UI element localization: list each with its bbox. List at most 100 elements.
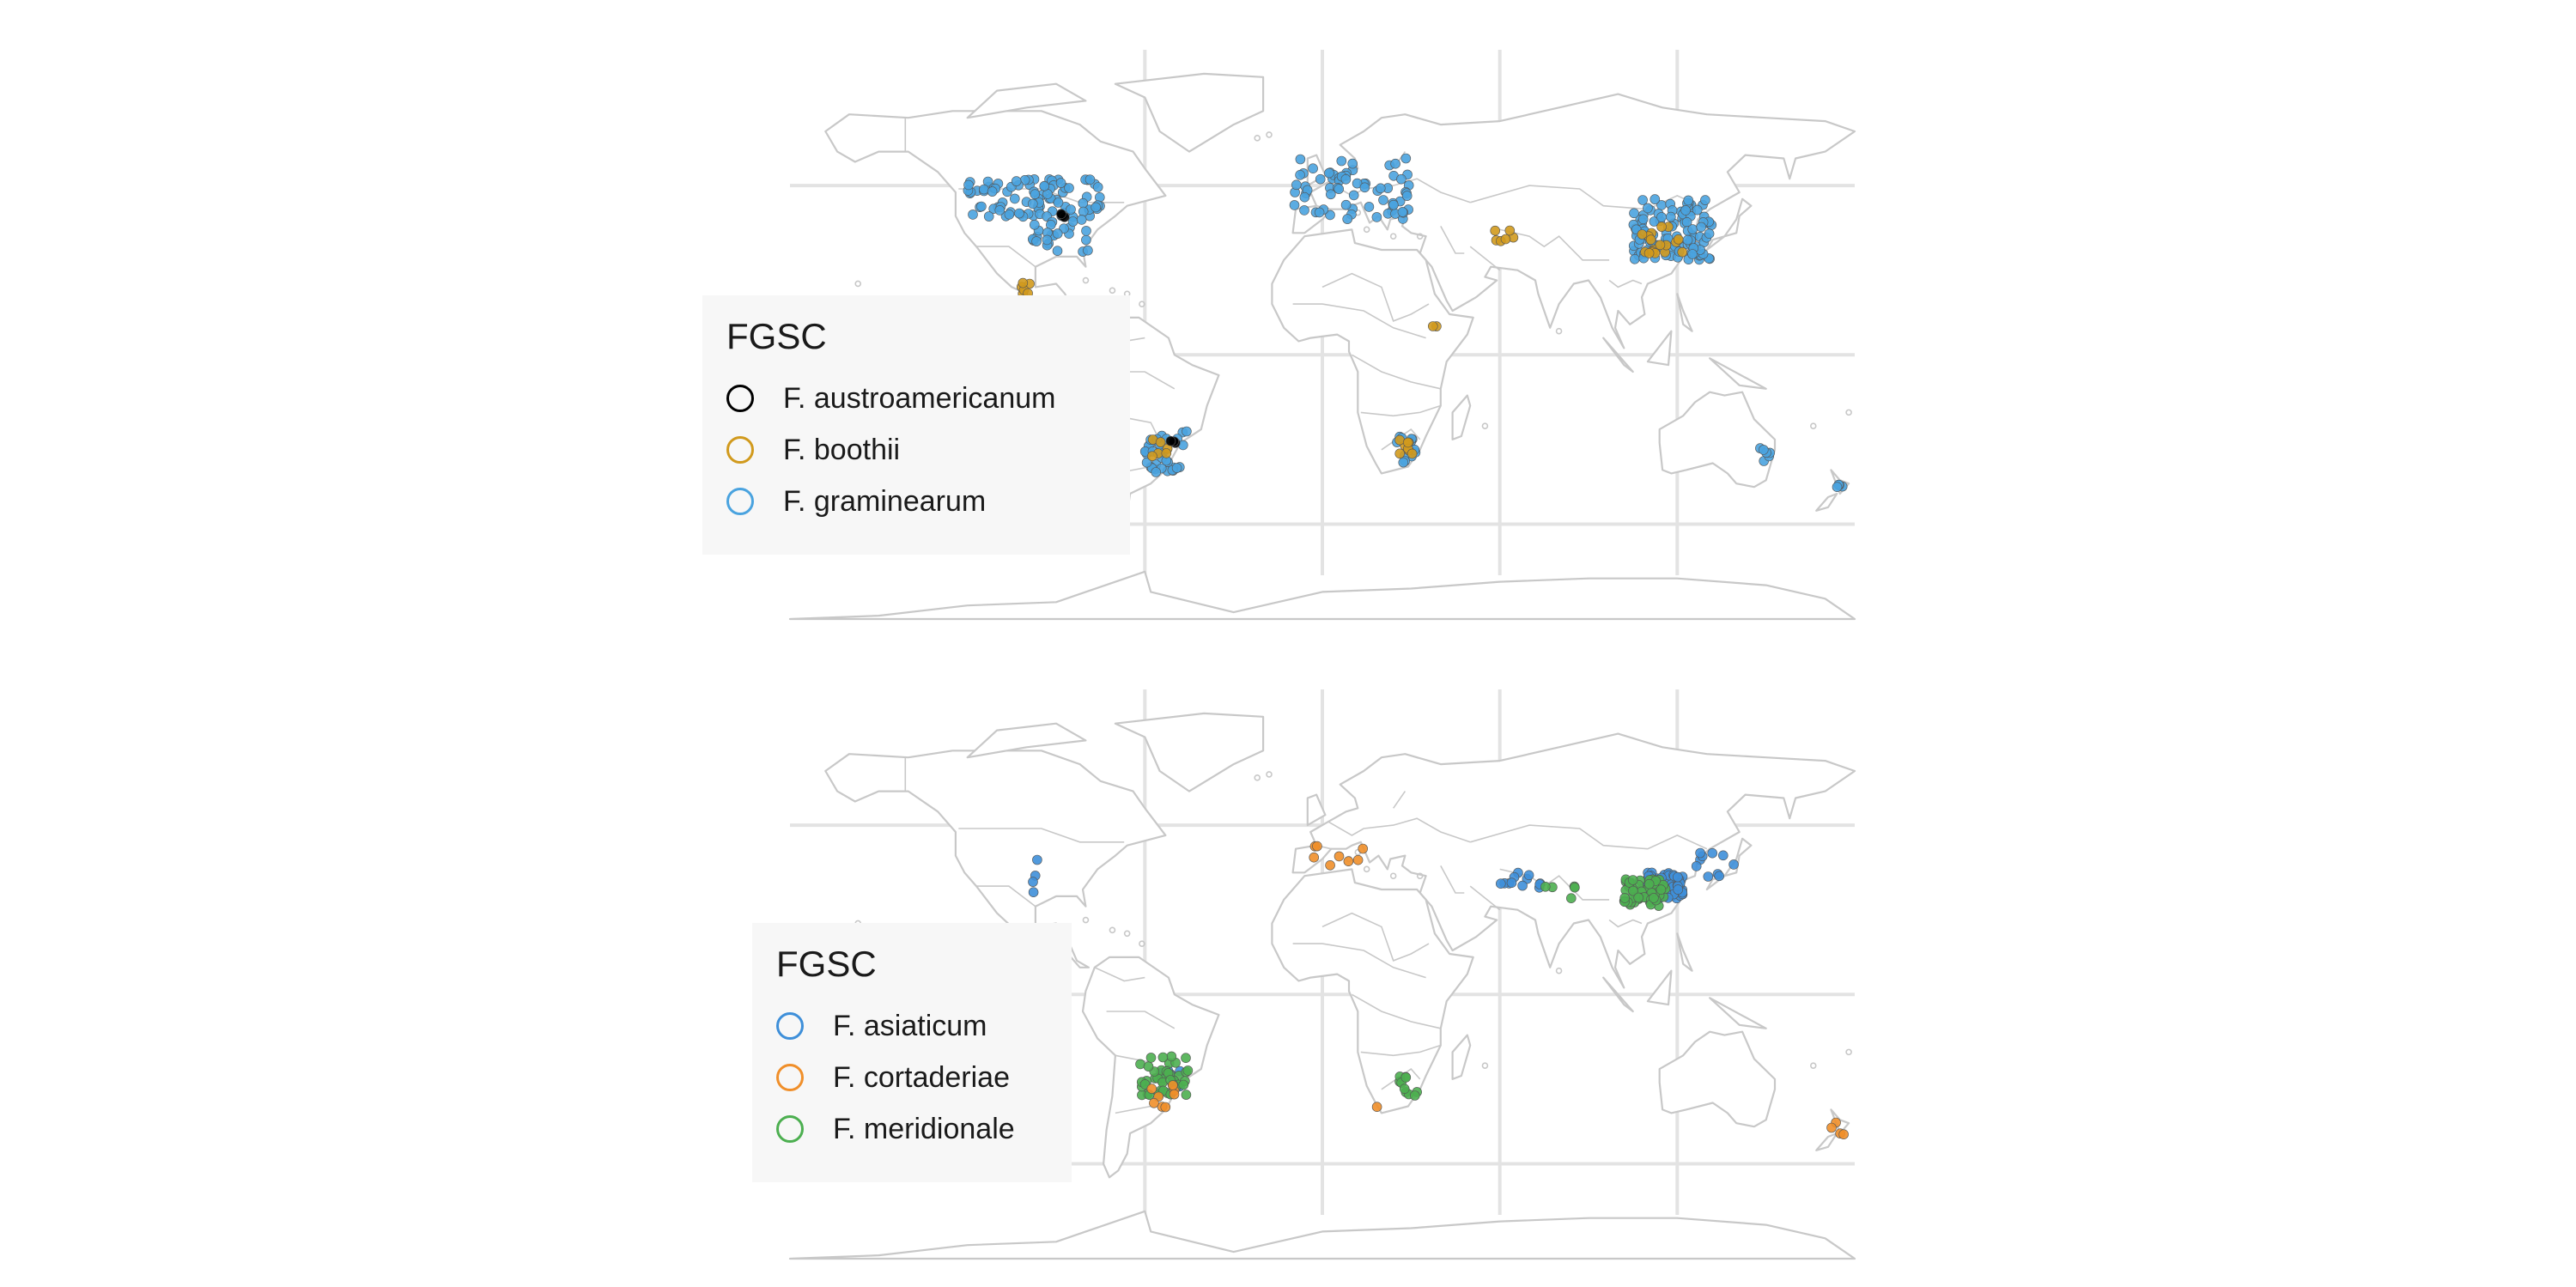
occurrence-point: [1169, 1089, 1180, 1100]
occurrence-point: [1707, 847, 1717, 859]
occurrence-point: [1010, 193, 1020, 204]
country-border: [1292, 943, 1426, 979]
legend-label: F. boothii: [783, 433, 901, 466]
occurrence-point: [1147, 451, 1157, 462]
occurrence-point: [976, 201, 987, 212]
island-outline: [1254, 135, 1261, 142]
land-outline: [1306, 793, 1327, 827]
legend-label: F. asiaticum: [833, 1009, 987, 1042]
occurrence-point: [1633, 892, 1643, 903]
occurrence-point: [1325, 209, 1335, 221]
occurrence-point: [1181, 1053, 1191, 1064]
occurrence-point: [1308, 163, 1318, 173]
occurrence-point: [1566, 893, 1577, 904]
map-panel-bottom: FGSC F. asiaticum F. cortaderiae F. meri…: [0, 640, 2576, 1283]
occurrence-point: [1649, 194, 1661, 204]
country-border: [1469, 885, 1501, 911]
country-border: [1440, 865, 1465, 894]
occurrence-point: [1295, 170, 1305, 180]
country-border: [1352, 354, 1441, 390]
occurrence-point: [1076, 215, 1087, 225]
occurrence-point: [1680, 205, 1691, 216]
occurrence-point: [1691, 861, 1702, 871]
occurrence-point: [1649, 893, 1659, 903]
occurrence-point: [1004, 209, 1015, 220]
occurrence-point: [987, 186, 998, 197]
occurrence-point: [1295, 154, 1306, 165]
island-outline: [1481, 1062, 1489, 1069]
occurrence-point: [1165, 435, 1176, 446]
occurrence-point: [1656, 884, 1667, 895]
country-border: [1360, 404, 1442, 417]
occurrence-point: [1540, 881, 1551, 892]
occurrence-point: [1039, 181, 1049, 191]
island-outline: [1363, 226, 1370, 234]
country-border: [1094, 967, 1145, 982]
occurrence-point: [1728, 859, 1739, 870]
occurrence-point: [1145, 1053, 1157, 1063]
occurrence-point: [1055, 178, 1066, 188]
occurrence-point: [1067, 216, 1078, 227]
land-outline: [1709, 357, 1767, 390]
island-outline: [1139, 301, 1145, 307]
country-border: [1292, 303, 1426, 339]
occurrence-point: [1155, 437, 1166, 447]
occurrence-point: [1364, 202, 1375, 212]
legend-item-boothii: F. boothii: [726, 424, 1108, 476]
occurrence-point: [1394, 434, 1405, 446]
occurrence-point: [1826, 1122, 1837, 1133]
island-outline: [1555, 327, 1563, 335]
occurrence-point: [1696, 222, 1706, 233]
occurrence-point: [1683, 195, 1693, 206]
occurrence-point: [963, 179, 974, 191]
legend-item-cortaderiae: F. cortaderiae: [776, 1052, 1049, 1103]
country-border: [1608, 919, 1643, 928]
island-outline: [1845, 1048, 1852, 1056]
occurrence-point: [1299, 205, 1309, 216]
island-outline: [1254, 774, 1261, 781]
occurrence-point: [1052, 228, 1063, 239]
legend-label: F. cortaderiae: [833, 1060, 1010, 1094]
occurrence-point: [1166, 1051, 1177, 1062]
occurrence-point: [1081, 234, 1091, 246]
occurrence-point: [1325, 859, 1335, 871]
occurrence-point: [1714, 871, 1724, 882]
occurrence-point: [1397, 207, 1408, 217]
island-outline: [1416, 233, 1424, 240]
country-border: [976, 246, 1036, 268]
country-border: [1440, 226, 1465, 254]
occurrence-point: [1704, 228, 1715, 240]
occurrence-point: [1673, 234, 1684, 245]
occurrence-point: [1342, 214, 1352, 224]
legend-label: F. austroamericanum: [783, 381, 1056, 415]
occurrence-point: [1643, 203, 1653, 214]
country-border: [1360, 1044, 1442, 1057]
occurrence-point: [1394, 448, 1405, 459]
occurrence-point: [1347, 158, 1358, 169]
occurrence-point: [1396, 173, 1406, 185]
occurrence-point: [1692, 204, 1703, 216]
occurrence-point: [983, 211, 994, 222]
legend-title: FGSC: [776, 944, 877, 984]
occurrence-point: [1703, 871, 1714, 882]
occurrence-point: [1309, 852, 1319, 863]
occurrence-point: [1182, 1065, 1194, 1076]
legend-swatch: [776, 1064, 804, 1091]
land-outline: [1114, 72, 1265, 153]
occurrence-point: [1504, 225, 1516, 236]
occurrence-point: [1506, 877, 1517, 889]
island-outline: [1363, 865, 1370, 873]
occurrence-point: [1299, 191, 1310, 203]
occurrence-point: [1340, 199, 1352, 210]
occurrence-point: [1673, 884, 1683, 895]
land-outline: [966, 82, 1087, 119]
occurrence-point: [1759, 445, 1769, 455]
occurrence-point: [1352, 854, 1364, 865]
country-border: [1352, 993, 1441, 1029]
island-outline: [1139, 940, 1145, 947]
occurrence-point: [1161, 448, 1172, 458]
occurrence-point: [1178, 1079, 1189, 1090]
occurrence-point: [1334, 184, 1344, 194]
legend-title: FGSC: [726, 316, 827, 356]
legend-label: F. graminearum: [783, 484, 987, 518]
